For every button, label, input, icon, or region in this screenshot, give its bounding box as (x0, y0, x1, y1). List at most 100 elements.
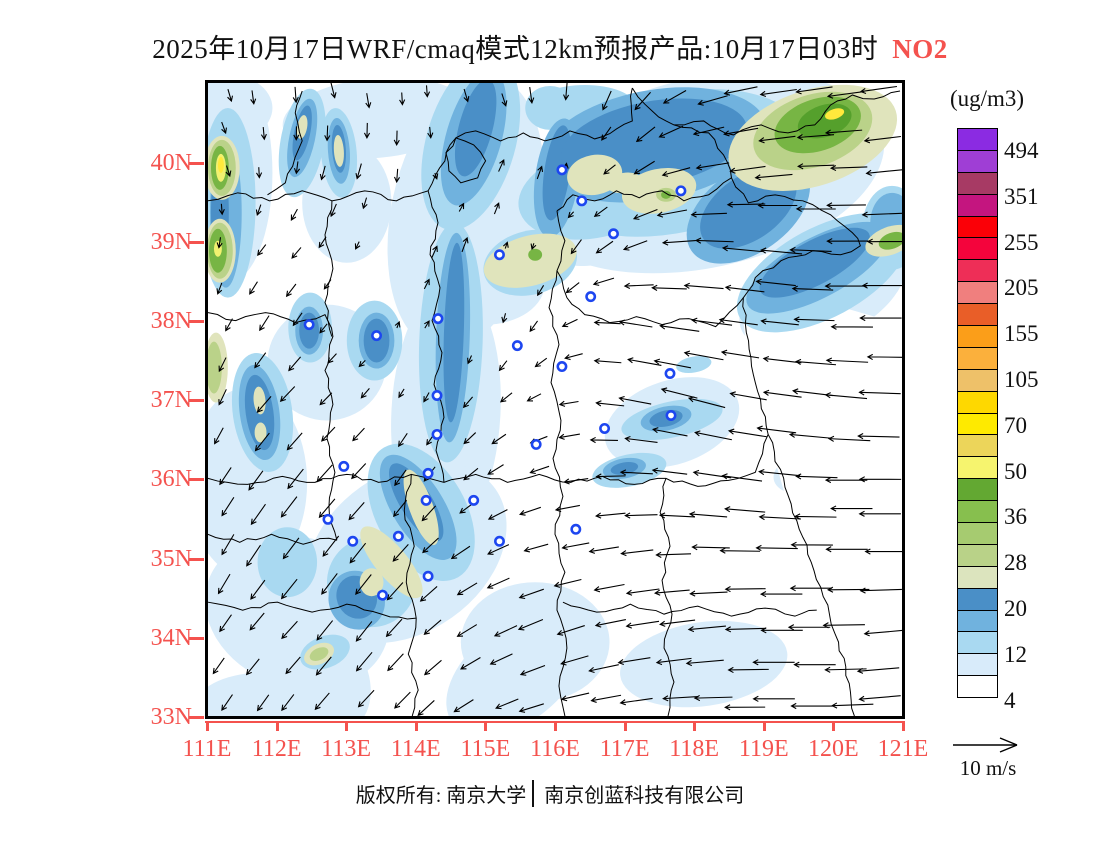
wind-arrow (316, 620, 334, 641)
wind-arrow (423, 278, 430, 290)
footer-divider (532, 780, 535, 807)
wind-arrow (360, 388, 370, 399)
wind-arrow (863, 135, 901, 144)
wind-arrow (625, 620, 660, 629)
wind-arrow (249, 612, 265, 631)
wind-arrow (554, 504, 580, 513)
contour-fill-layer (740, 277, 902, 716)
wind-arrow (318, 498, 336, 519)
wind-arrow (757, 202, 798, 209)
wind-arrow (212, 657, 225, 675)
wind-arrow (758, 468, 801, 477)
wind-arrow (634, 91, 651, 111)
wind-arrow (762, 389, 802, 398)
colorbar-segment (957, 478, 998, 502)
wind-arrow (250, 90, 257, 105)
wind-arrow (499, 392, 513, 403)
city-markers (303, 164, 687, 601)
wind-arrow (752, 659, 795, 666)
wind-arrow (321, 426, 336, 442)
wind-arrow (393, 499, 408, 518)
wind-arrow (357, 689, 375, 708)
wind-arrow (282, 537, 300, 560)
x-axis-label: 116E (530, 736, 580, 762)
wind-arrow (659, 323, 700, 332)
wind-arrow (593, 319, 621, 326)
province-boundaries (208, 87, 901, 716)
city-marker (556, 164, 568, 176)
wind-arrow (687, 625, 726, 633)
wind-arrow (729, 391, 767, 401)
wind-arrow (487, 509, 508, 520)
wind-arrow (655, 657, 692, 666)
wind-arrow (721, 473, 763, 482)
wind-arrow (752, 695, 795, 702)
wind-arrow (218, 203, 225, 216)
colorbar-tick-label: 36 (1004, 504, 1027, 530)
wind-arrow (216, 282, 223, 295)
x-axis-label: 117E (599, 736, 650, 762)
wind-arrow (691, 317, 733, 326)
city-marker (664, 368, 676, 380)
wind-arrow (861, 282, 902, 289)
wind-arrow (790, 541, 833, 548)
wind-arrow (824, 476, 868, 484)
wind-arrow (279, 386, 296, 403)
city-marker (570, 523, 582, 535)
wind-scale-arrow-icon (953, 737, 1018, 753)
colorbar-tick-label: 351 (1004, 183, 1039, 209)
wind-arrow (518, 703, 544, 713)
colorbar-segment (957, 522, 998, 545)
colorbar-segment (957, 149, 998, 173)
wind-arrow (423, 392, 430, 403)
wind-arrow (618, 319, 653, 328)
wind-arrow (349, 542, 367, 564)
colorbar-tick-label: 50 (1004, 458, 1027, 484)
wind-arrow (683, 350, 724, 361)
city-marker (371, 330, 382, 342)
wind-arrow (256, 694, 270, 712)
wind-arrow (618, 395, 652, 405)
wind-arrow (462, 396, 474, 409)
wind-arrow (221, 534, 235, 556)
y-axis-label: 40N (150, 150, 192, 177)
colorbar-segment (957, 193, 998, 217)
wind-arrow (422, 537, 439, 554)
wind-arrow (692, 469, 732, 479)
wind-arrow (354, 241, 361, 250)
wind-arrow (758, 514, 802, 521)
wind-arrow (790, 702, 833, 710)
wind-arrow (563, 478, 589, 485)
wind-arrow (518, 588, 544, 600)
wind-arrow (327, 353, 337, 364)
wind-arrow (528, 87, 535, 104)
wind-arrow (501, 93, 508, 107)
wind-arrow (865, 169, 902, 176)
wind-arrow (321, 573, 338, 595)
wind-arrow (689, 590, 728, 597)
wind-arrow (394, 469, 407, 487)
wind-arrow (218, 357, 227, 373)
wind-arrow (250, 503, 266, 526)
wind-arrow (656, 209, 688, 218)
city-marker (599, 422, 611, 434)
wind-arrow (399, 92, 406, 106)
wind-arrow (351, 463, 367, 480)
wind-arrow (361, 197, 368, 210)
wind-arrow (759, 591, 803, 598)
x-axis-label: 115E (460, 736, 511, 762)
wind-arrow (398, 388, 405, 399)
wind-arrow (565, 282, 580, 294)
wind-arrow (432, 172, 439, 180)
wind-arrow (592, 277, 615, 286)
wind-arrow (727, 428, 767, 438)
wind-arrow (560, 692, 590, 702)
wind-arrow (498, 360, 508, 372)
wind-arrow (519, 664, 546, 676)
wind-arrow (245, 658, 260, 676)
wind-arrow (724, 506, 766, 513)
wind-arrow (719, 547, 761, 554)
colorbar-segment (957, 346, 998, 370)
wind-arrow (625, 588, 660, 596)
city-marker (422, 570, 434, 582)
